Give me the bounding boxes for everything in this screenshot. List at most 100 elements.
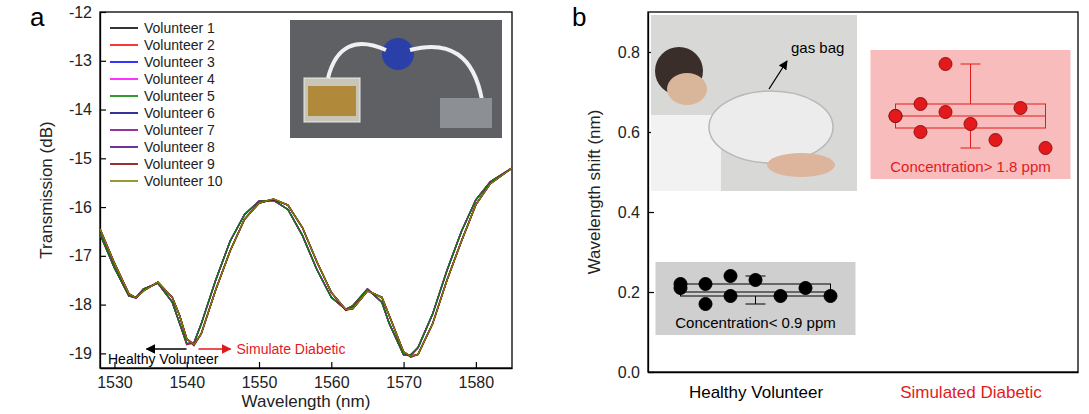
panel-label: b: [572, 2, 586, 32]
tick-mark: [648, 212, 654, 213]
plot-frame: [648, 12, 1078, 372]
tick-label: -14: [69, 101, 92, 118]
tick: 1570: [386, 362, 422, 391]
axis-title: Wavelength (nm): [242, 392, 371, 411]
tick-label: -13: [69, 52, 92, 69]
tick-label: 1560: [314, 374, 350, 391]
data-point: [674, 282, 687, 295]
annotation-arrow: [147, 348, 187, 349]
spectrum-line: [100, 168, 512, 356]
tick-label: 1550: [242, 374, 278, 391]
legend-swatch: [110, 27, 138, 29]
tick-label: 0.4: [618, 204, 640, 221]
legend-swatch: [110, 180, 138, 182]
inset-photo: [651, 15, 857, 191]
tick: 1580: [459, 362, 495, 391]
data-point: [799, 282, 812, 295]
annotation-arrow: [199, 348, 231, 349]
tick-mark: [331, 362, 332, 368]
tick: 1550: [242, 362, 278, 391]
legend-label: Volunteer 2: [144, 37, 215, 53]
tick: 1560: [314, 362, 350, 391]
whisker: [970, 64, 971, 104]
spectrum-line: [100, 168, 512, 356]
data-point: [889, 110, 902, 123]
data-point: [939, 58, 952, 71]
legend: Volunteer 1Volunteer 2Volunteer 3Volunte…: [110, 20, 223, 189]
tick-mark: [100, 256, 106, 257]
legend-swatch: [110, 163, 138, 165]
tick-mark: [100, 61, 106, 62]
legend-swatch: [110, 112, 138, 114]
legend-label: Volunteer 8: [144, 139, 215, 155]
legend-label: Volunteer 6: [144, 105, 215, 121]
data-point: [914, 126, 927, 139]
spectrum-line: [100, 168, 512, 356]
legend-swatch: [110, 44, 138, 46]
tick-label: 1570: [386, 374, 422, 391]
axis: Healthy Volunteer Simulated Diabetic: [649, 373, 1079, 403]
spectrum-line: [100, 168, 512, 356]
tick-mark: [259, 362, 260, 368]
tick-label: Healthy Volunteer: [689, 383, 824, 402]
group-background: [656, 262, 856, 335]
tick-label: -17: [69, 247, 92, 264]
tick-label: -19: [69, 345, 92, 362]
tick: Healthy Volunteer: [689, 383, 824, 402]
tick-label: 1540: [169, 374, 205, 391]
data-point: [914, 98, 927, 111]
whisker-cap: [961, 148, 981, 149]
data-point: [774, 290, 787, 303]
group-background: [871, 50, 1071, 179]
legend-label: Volunteer 4: [144, 71, 215, 87]
tick-label: 0.0: [618, 364, 640, 381]
data-point: [1014, 102, 1027, 115]
tick-mark: [100, 207, 106, 208]
legend-swatch: [110, 129, 138, 131]
spectrum-line: [100, 168, 512, 356]
legend-swatch: [110, 95, 138, 97]
annotation: Healthy Volunteer: [108, 351, 219, 367]
inset-arrow: [769, 61, 787, 89]
tick-mark: [100, 158, 106, 159]
legend-label: Volunteer 10: [144, 173, 223, 189]
data-point: [749, 274, 762, 287]
legend-label: Volunteer 1: [144, 20, 215, 36]
tick-label: 0.6: [618, 124, 640, 141]
tick-mark: [648, 292, 654, 293]
tick-label: -12: [69, 4, 92, 21]
tick-label: 1580: [459, 374, 495, 391]
tick-mark: [100, 109, 106, 110]
axis-title: Transmission (dB): [37, 121, 56, 258]
group-label: Concentration< 0.9 ppm: [675, 314, 836, 331]
legend-swatch: [110, 78, 138, 80]
plot-area: [100, 168, 512, 357]
whisker-cap: [746, 304, 766, 305]
tick-label: 0.2: [618, 284, 640, 301]
tick-mark: [100, 353, 106, 354]
plot-frame: [100, 12, 512, 368]
axis-title: Wavelength shift (nm): [585, 110, 604, 275]
spectrum-line: [100, 168, 512, 355]
inset-label: gas bag: [791, 39, 844, 56]
tick-mark: [476, 362, 477, 368]
figure: 153015401550156015701580-19-18-17-16-15-…: [0, 0, 1089, 414]
data-point: [939, 106, 952, 119]
whisker: [755, 296, 756, 304]
whisker-cap: [961, 64, 981, 65]
data-point: [824, 290, 837, 303]
data-point: [989, 134, 1002, 147]
data-point: [699, 298, 712, 311]
spectrum-line: [100, 168, 512, 355]
group-label: Concentration> 1.8 ppm: [890, 158, 1051, 175]
tick-label: Simulated Diabetic: [900, 383, 1042, 402]
data-point: [724, 270, 737, 283]
tick-label: -15: [69, 150, 92, 167]
median: [896, 116, 1046, 117]
data-point: [964, 118, 977, 131]
inset-photo: [290, 20, 502, 138]
tick: Simulated Diabetic: [900, 383, 1042, 402]
plot-area: [674, 58, 1052, 311]
spectrum-line: [100, 168, 512, 357]
tick-mark: [100, 305, 106, 306]
